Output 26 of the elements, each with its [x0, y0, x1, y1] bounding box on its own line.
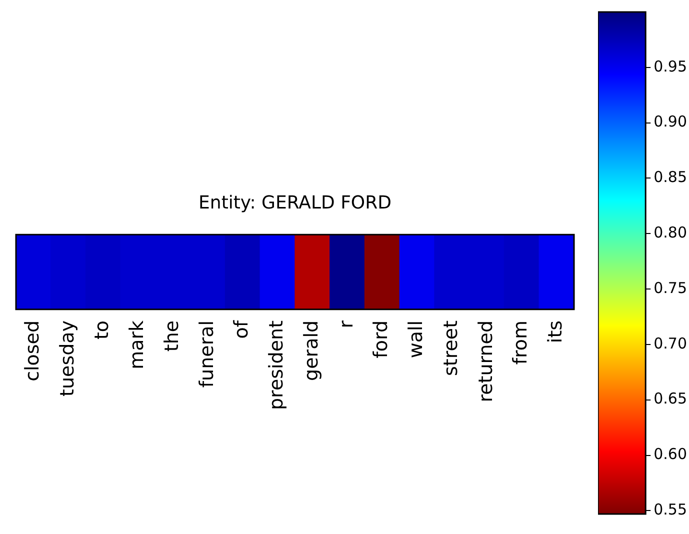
x-tick-label: ford — [370, 320, 392, 358]
color-bar-label: 0.65 — [654, 390, 688, 408]
color-bar-label: 0.60 — [654, 445, 688, 464]
x-tick-label: mark — [126, 320, 148, 370]
color-bar-label: 0.80 — [654, 224, 688, 242]
x-tick-label: street — [440, 320, 462, 376]
x-tick-label: president — [266, 320, 288, 410]
chart-title: Entity: GERALD FORD — [198, 192, 392, 214]
color-bar-label: 0.85 — [654, 168, 688, 186]
x-tick-label: funeral — [196, 320, 218, 388]
x-tick-label: its — [544, 320, 566, 344]
x-tick-label: from — [510, 320, 532, 365]
color-bar-label: 0.70 — [654, 334, 688, 352]
x-tick-label: r — [335, 320, 358, 328]
x-tick-label: the — [160, 320, 183, 352]
color-bar-label: 0.95 — [654, 57, 688, 76]
x-tick-label: of — [230, 319, 253, 339]
x-tick-label: wall — [405, 320, 427, 358]
color-bar-label: 0.55 — [654, 500, 688, 519]
x-tick-label: tuesday — [56, 320, 78, 396]
x-tick-label: returned — [474, 320, 497, 402]
x-tick-label: to — [91, 320, 114, 340]
color-bar-label: 0.75 — [654, 278, 688, 297]
color-bar-label: 0.90 — [654, 112, 688, 131]
x-tick-label: gerald — [300, 320, 322, 381]
x-tick-label: closed — [21, 320, 44, 382]
